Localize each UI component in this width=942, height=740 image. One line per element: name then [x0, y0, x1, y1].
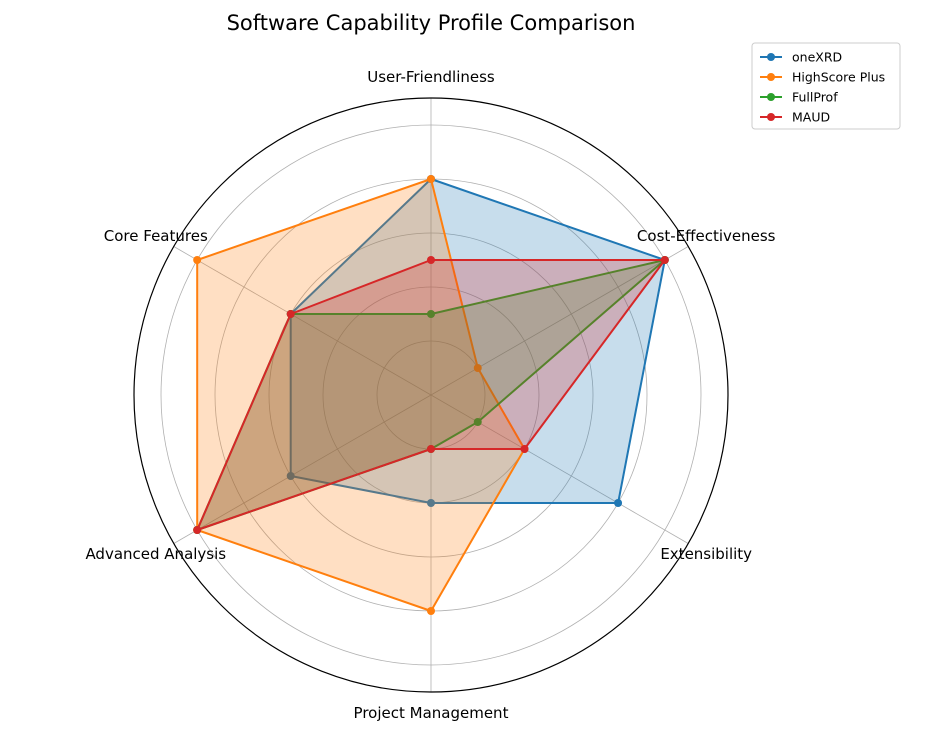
axis-label-core-features: Core Features — [104, 227, 208, 245]
series-area — [197, 260, 665, 530]
legend-marker — [767, 73, 775, 81]
legend: oneXRD HighScore Plus FullProf MAUD — [751, 42, 901, 130]
legend-item-onexrd: oneXRD — [760, 50, 842, 65]
legend-item-highscore-plus: HighScore Plus — [760, 70, 885, 85]
legend-item-maud: MAUD — [760, 110, 830, 125]
legend-marker — [767, 113, 775, 121]
axis-label-project-management: Project Management — [354, 704, 509, 722]
data-point — [427, 175, 435, 183]
axis-label-advanced-analysis: Advanced Analysis — [85, 545, 226, 563]
axis-label-cost-effectiveness: Cost-Effectiveness — [637, 227, 776, 245]
data-point — [427, 310, 435, 318]
data-point — [286, 472, 295, 480]
axis-spoke — [173, 394, 432, 544]
legend-label: MAUD — [792, 110, 830, 125]
data-point — [473, 364, 482, 372]
axis-spoke — [430, 394, 689, 544]
legend-box — [751, 42, 901, 130]
legend-marker — [767, 53, 775, 61]
legend-label: HighScore Plus — [792, 70, 885, 85]
chart-title: Software Capability Profile Comparison — [227, 11, 636, 35]
data-point — [473, 418, 482, 426]
data-point — [520, 445, 529, 453]
data-point — [286, 310, 295, 318]
legend-label: FullProf — [792, 90, 838, 105]
data-point — [193, 256, 202, 264]
legend-item-fullprof: FullProf — [760, 90, 838, 105]
data-point — [427, 445, 435, 453]
legend-label: oneXRD — [792, 50, 842, 65]
data-point — [660, 256, 669, 264]
series-highscore-plus — [193, 175, 529, 615]
data-point — [193, 526, 202, 534]
outer-frame — [133, 97, 729, 693]
axis-label-user-friendliness: User-Friendliness — [367, 68, 495, 86]
axis-label-extensibility: Extensibility — [660, 545, 752, 563]
axis-labels: User-Friendliness Cost-Effectiveness Exten… — [85, 68, 775, 722]
series-maud — [193, 256, 669, 534]
data-point — [427, 607, 435, 615]
legend-marker — [767, 93, 775, 101]
series-area — [197, 179, 525, 611]
data-point — [427, 256, 435, 264]
data-point — [614, 499, 623, 507]
axis-spoke — [430, 246, 689, 396]
radar-series — [193, 175, 669, 615]
series-area — [197, 260, 665, 530]
axis-spoke — [173, 246, 432, 396]
data-point — [427, 499, 435, 507]
